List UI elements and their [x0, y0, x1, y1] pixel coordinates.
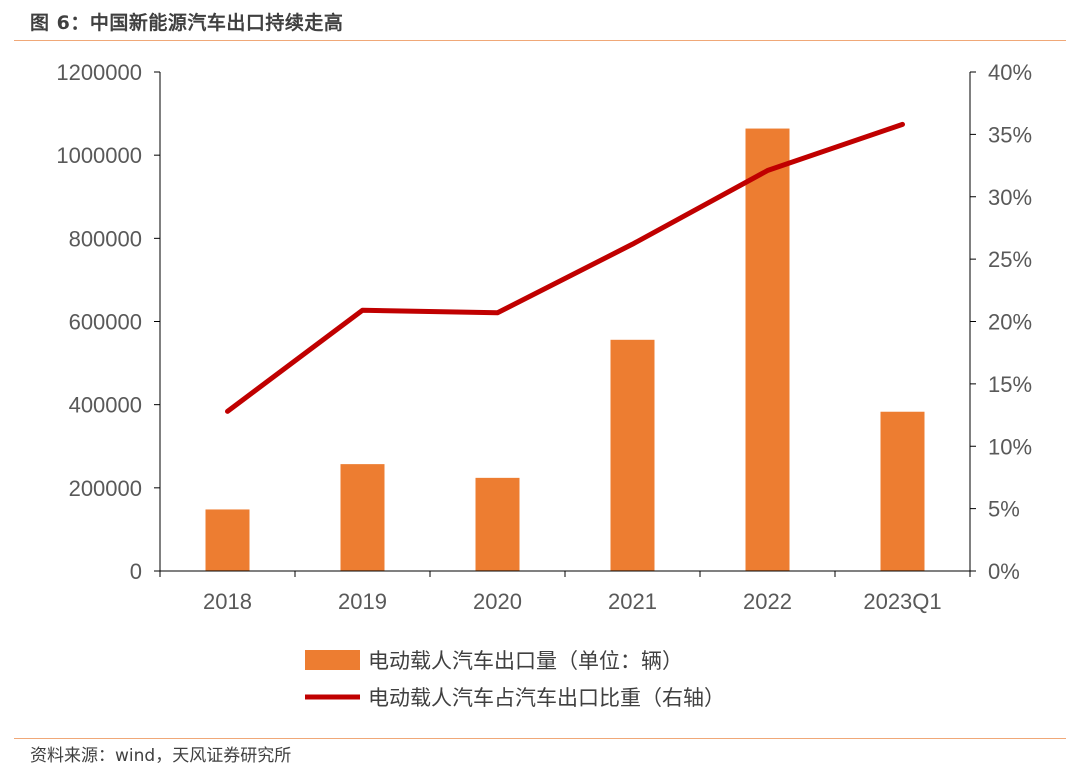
bar-series — [205, 128, 925, 571]
bar-2021 — [610, 339, 655, 571]
bar-2019 — [340, 464, 385, 571]
y-right-tick-label: 5% — [988, 497, 1020, 522]
chart: 0 200000 400000 600000 800000 1000000 1200000 0… — [56, 60, 1032, 710]
y-left-tick-label: 1200000 — [56, 60, 142, 85]
y-left-tick-label: 0 — [130, 559, 142, 584]
y-left-tick-label: 600000 — [69, 310, 142, 335]
source-note: 资料来源：wind，天风证券研究所 — [30, 746, 292, 766]
bar-2020 — [475, 477, 520, 571]
y-right-tick-label: 35% — [988, 122, 1032, 147]
legend-bar-swatch — [305, 650, 360, 670]
legend-line-label: 电动载人汽车占汽车出口比重（右轴） — [368, 686, 725, 710]
y-right-tick-label: 25% — [988, 247, 1032, 272]
y-left-tick-label: 800000 — [69, 226, 142, 251]
x-tick-label: 2020 — [473, 589, 522, 614]
y-right-tick-label: 40% — [988, 60, 1032, 85]
legend-bar-label: 电动载人汽车出口量（单位：辆） — [368, 649, 683, 673]
x-tick-label: 2019 — [338, 589, 387, 614]
bar-2023Q1 — [880, 411, 925, 571]
bar-2018 — [205, 509, 250, 571]
y-right-tick-label: 15% — [988, 372, 1032, 397]
x-tick-label: 2021 — [608, 589, 657, 614]
bar-2022 — [745, 128, 790, 571]
y-right-tick-label: 30% — [988, 185, 1032, 210]
line-ratio — [225, 121, 905, 414]
x-tick-label: 2018 — [203, 589, 252, 614]
legend: 电动载人汽车出口量（单位：辆） 电动载人汽车占汽车出口比重（右轴） — [305, 649, 725, 710]
y-left-tick-label: 400000 — [69, 393, 142, 418]
axes: 0 200000 400000 600000 800000 1000000 1200000 0… — [56, 60, 1032, 614]
y-left-tick-label: 200000 — [69, 476, 142, 501]
x-tick-label: 2023Q1 — [863, 589, 941, 614]
figure-title: 图 6：中国新能源汽车出口持续走高 — [30, 12, 344, 34]
top-divider — [14, 40, 1066, 41]
y-left-tick-label: 1000000 — [56, 143, 142, 168]
x-tick-label: 2022 — [743, 589, 792, 614]
y-right-tick-label: 10% — [988, 434, 1032, 459]
bottom-divider — [14, 738, 1066, 739]
line-series — [225, 121, 905, 414]
y-right-tick-label: 0% — [988, 559, 1020, 584]
y-right-tick-label: 20% — [988, 310, 1032, 335]
